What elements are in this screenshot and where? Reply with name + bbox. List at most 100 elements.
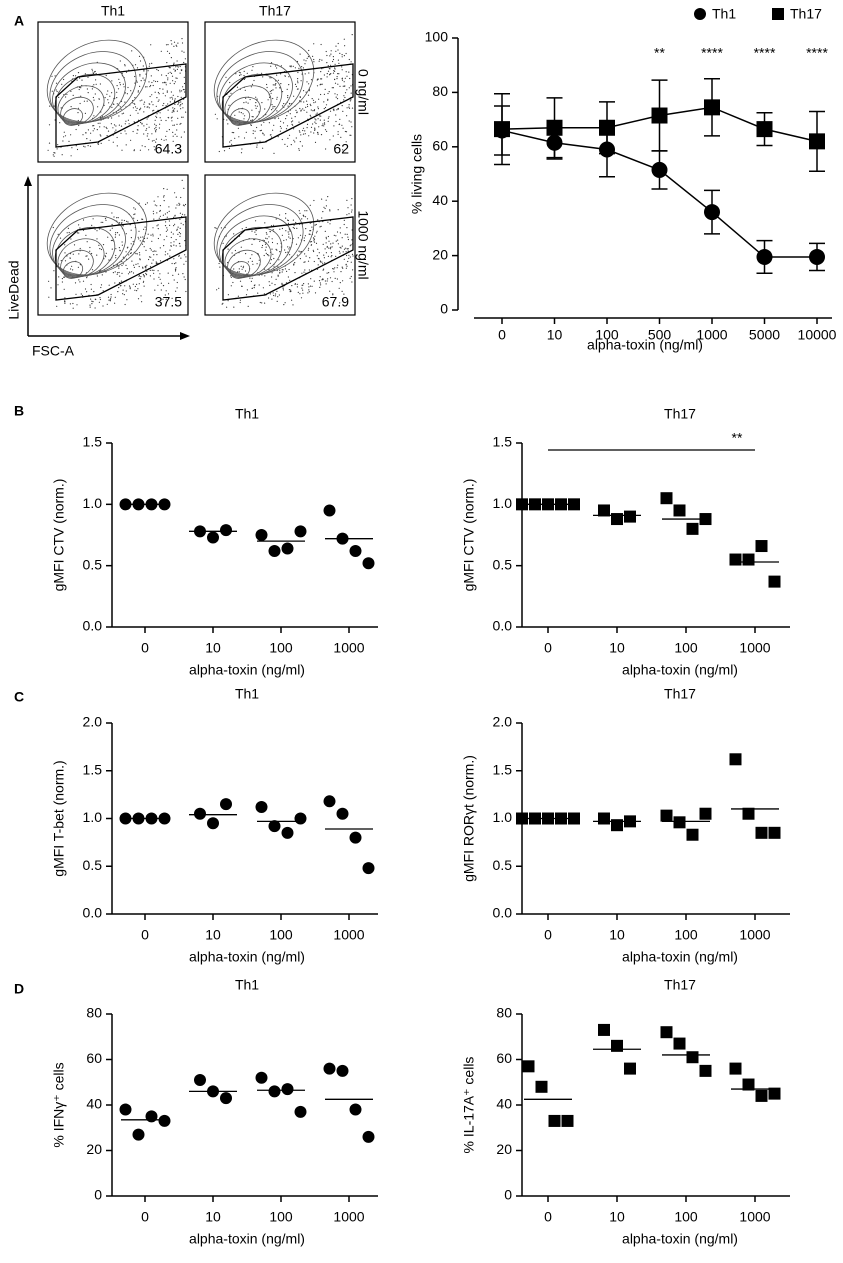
flow-event bbox=[159, 260, 162, 262]
flow-event bbox=[124, 65, 126, 67]
flow-event bbox=[308, 247, 310, 249]
flow-event bbox=[176, 135, 178, 137]
flow-event bbox=[316, 112, 318, 114]
flow-event bbox=[160, 282, 162, 284]
flow-event bbox=[265, 237, 267, 239]
flow-event bbox=[316, 230, 318, 232]
flow-event bbox=[61, 154, 63, 156]
flow-event bbox=[285, 118, 287, 120]
flow-event bbox=[66, 93, 68, 95]
flow-event bbox=[137, 112, 139, 114]
flow-event bbox=[276, 98, 278, 100]
flow-event bbox=[77, 72, 80, 74]
flow-event bbox=[295, 137, 297, 139]
flow-event bbox=[175, 262, 177, 264]
flow-event bbox=[123, 86, 125, 88]
flow-event bbox=[321, 198, 323, 200]
flow-event bbox=[165, 84, 167, 86]
flow-event bbox=[330, 50, 332, 52]
flow-event bbox=[323, 74, 325, 76]
flow-event bbox=[67, 227, 69, 229]
flow-event bbox=[163, 82, 165, 84]
flow-event bbox=[175, 66, 177, 68]
flow-event bbox=[115, 125, 117, 127]
flow-event bbox=[98, 98, 100, 100]
flow-event bbox=[270, 136, 273, 138]
flow-event bbox=[92, 125, 94, 127]
flow-event bbox=[323, 119, 325, 121]
flow-event bbox=[153, 218, 155, 220]
flow-event bbox=[172, 80, 174, 82]
flow-event bbox=[310, 131, 312, 133]
flow-event bbox=[350, 244, 352, 246]
flow-event bbox=[81, 294, 84, 297]
flow-event bbox=[320, 71, 322, 73]
flow-event bbox=[173, 279, 175, 281]
flow-event bbox=[278, 294, 280, 296]
flow-event bbox=[145, 203, 147, 205]
flow-event bbox=[291, 285, 293, 287]
flow-event bbox=[107, 99, 109, 101]
flow-event bbox=[122, 83, 124, 85]
flow-event bbox=[285, 128, 288, 130]
flow-event bbox=[166, 91, 168, 93]
flow-event bbox=[79, 102, 81, 105]
flow-event bbox=[105, 74, 107, 77]
flow-event bbox=[104, 255, 106, 257]
flow-event bbox=[339, 246, 341, 248]
flow-event bbox=[66, 232, 68, 234]
flow-event bbox=[292, 304, 294, 306]
flow-event bbox=[165, 82, 167, 84]
flow-x-label: FSC-A bbox=[32, 343, 75, 359]
x-tick-label: 10 bbox=[205, 640, 221, 656]
flow-event bbox=[109, 229, 111, 231]
flow-event bbox=[141, 218, 143, 220]
flow-event bbox=[310, 126, 313, 128]
flow-event bbox=[349, 134, 351, 136]
flow-event bbox=[319, 226, 321, 228]
square-marker bbox=[729, 1062, 742, 1075]
flow-event bbox=[317, 264, 319, 266]
flow-event bbox=[182, 204, 185, 206]
flow-event bbox=[182, 116, 184, 118]
flow-event bbox=[285, 230, 287, 232]
flow-event bbox=[324, 248, 326, 250]
flow-event bbox=[266, 83, 268, 86]
flow-event bbox=[91, 252, 93, 255]
flow-event bbox=[131, 260, 133, 262]
y-tick-label: 20 bbox=[86, 1141, 102, 1157]
flow-contour bbox=[49, 51, 137, 123]
flow-event bbox=[121, 113, 123, 115]
flow-event bbox=[301, 66, 303, 68]
flow-event bbox=[323, 206, 325, 208]
flow-event bbox=[327, 255, 329, 257]
flow-event bbox=[184, 91, 186, 93]
flow-event bbox=[146, 237, 148, 239]
flow-event bbox=[256, 98, 258, 100]
y-tick-label: 0.5 bbox=[83, 857, 103, 873]
significance: ** bbox=[654, 45, 665, 61]
flow-event bbox=[159, 210, 161, 212]
flow-event bbox=[120, 280, 122, 282]
flow-event bbox=[313, 241, 316, 243]
flow-event bbox=[345, 263, 347, 265]
flow-event bbox=[285, 239, 287, 241]
flow-event bbox=[173, 124, 175, 126]
flow-event bbox=[244, 270, 247, 272]
flow-event bbox=[218, 150, 220, 153]
flow-event bbox=[306, 123, 309, 125]
flow-event bbox=[251, 109, 253, 111]
flow-event bbox=[179, 123, 181, 125]
flow-event bbox=[237, 295, 239, 297]
flow-event bbox=[162, 214, 164, 216]
flow-event bbox=[266, 254, 268, 256]
flow-event bbox=[276, 243, 278, 245]
flow-event bbox=[134, 289, 136, 291]
flow-event bbox=[129, 114, 131, 116]
flow-column-label: Th1 bbox=[101, 3, 125, 19]
flow-event bbox=[160, 138, 163, 140]
flow-event bbox=[287, 105, 289, 107]
flow-event bbox=[62, 140, 64, 142]
flow-event bbox=[247, 305, 249, 307]
flow-event bbox=[183, 131, 185, 133]
